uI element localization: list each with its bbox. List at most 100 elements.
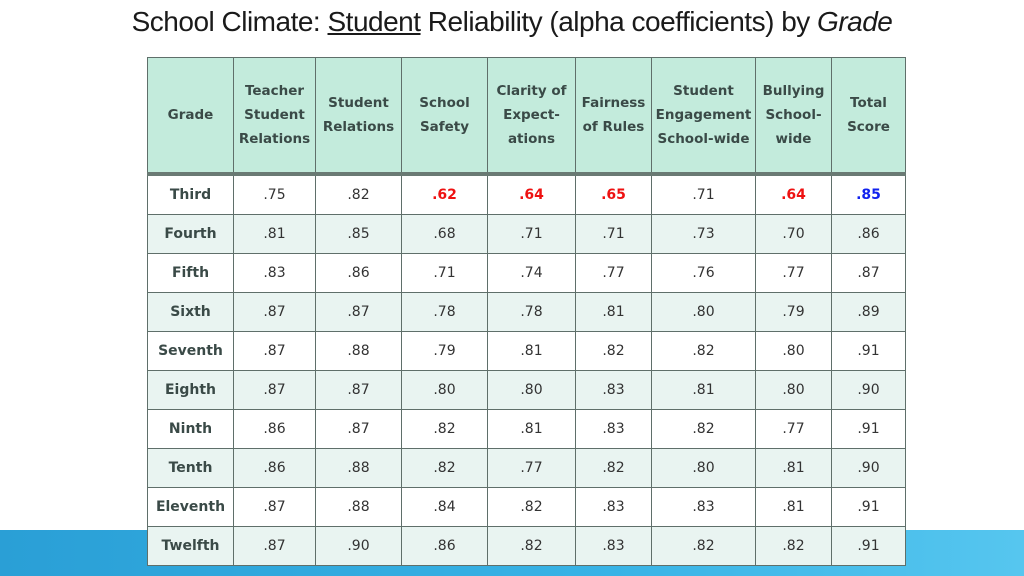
column-header-line: Total [850, 95, 887, 111]
value-cell: .77 [487, 448, 576, 488]
value-cell: .82 [401, 409, 488, 449]
column-header: Total Score [831, 57, 906, 175]
value-cell: .90 [315, 526, 402, 566]
table-row: Eleventh .87.88.84.82.83.83.81.91 [147, 487, 906, 527]
value-cell: .91 [831, 409, 906, 449]
value-cell: .80 [755, 331, 832, 371]
column-header-line: Safety [419, 119, 470, 135]
value-cell: .77 [755, 409, 832, 449]
value-cell: .88 [315, 331, 402, 371]
column-header-line: Fairness [581, 95, 646, 111]
value-cell: .82 [575, 448, 652, 488]
column-header-line: School- [765, 107, 822, 123]
value-cell: .80 [401, 370, 488, 410]
value-cell: .64 [755, 172, 832, 215]
value-cell: .73 [651, 214, 756, 254]
value-cell: .79 [401, 331, 488, 371]
value-cell: .75 [233, 172, 316, 215]
table-row: Seventh .87.88.79.81.82.82.80.91 [147, 331, 906, 371]
column-header-line: Student [673, 83, 734, 99]
value-cell: .87 [315, 292, 402, 332]
value-cell: .80 [651, 448, 756, 488]
value-cell: .64 [487, 172, 576, 215]
value-cell: .70 [755, 214, 832, 254]
table-row: Fifth .83.86.71.74.77.76.77.87 [147, 253, 906, 293]
slide-title: School Climate: Student Reliability (alp… [0, 6, 1024, 38]
title-part-3: Reliability (alpha coefficients) by [420, 6, 818, 37]
value-cell: .65 [575, 172, 652, 215]
table-row: Twelfth .87.90.86.82.83.82.82.91 [147, 526, 906, 566]
value-cell: .91 [831, 526, 906, 566]
grade-cell: Twelfth [147, 526, 234, 566]
value-cell: .82 [315, 172, 402, 215]
column-header-line: wide [775, 131, 812, 147]
column-header: Teacher Student Relations [233, 57, 316, 175]
column-header-line: Relations [322, 119, 395, 135]
value-cell: .81 [651, 370, 756, 410]
value-cell: .82 [487, 526, 576, 566]
value-cell: .79 [755, 292, 832, 332]
value-cell: .83 [575, 487, 652, 527]
value-cell: .87 [315, 370, 402, 410]
value-cell: .81 [487, 331, 576, 371]
grade-cell: Third [147, 172, 234, 215]
value-cell: .82 [575, 331, 652, 371]
value-cell: .82 [487, 487, 576, 527]
column-header-line: Student [328, 95, 389, 111]
value-cell: .85 [831, 172, 906, 215]
column-header-line: of Rules [582, 119, 645, 135]
value-cell: .71 [487, 214, 576, 254]
value-cell: .81 [575, 292, 652, 332]
column-header: Clarity of Expect-ations [487, 57, 576, 175]
value-cell: .81 [233, 214, 316, 254]
value-cell: .71 [575, 214, 652, 254]
column-header-line: Score [847, 119, 890, 135]
column-header-line: Student [244, 107, 305, 123]
value-cell: .86 [831, 214, 906, 254]
value-cell: .88 [315, 448, 402, 488]
value-cell: .77 [755, 253, 832, 293]
value-cell: .82 [651, 409, 756, 449]
table-body: Third .75.82.62.64.65.71.64.85 Fourth .81.8… [147, 172, 906, 566]
grade-cell: Tenth [147, 448, 234, 488]
value-cell: .68 [401, 214, 488, 254]
grade-cell: Ninth [147, 409, 234, 449]
column-header: Bullying School-wide [755, 57, 832, 175]
column-header-line: School [419, 95, 470, 111]
grade-cell: Eighth [147, 370, 234, 410]
column-header-line: Teacher [244, 83, 305, 99]
table-row: Tenth .86.88.82.77.82.80.81.90 [147, 448, 906, 488]
value-cell: .90 [831, 448, 906, 488]
value-cell: .83 [233, 253, 316, 293]
value-cell: .78 [487, 292, 576, 332]
value-cell: .81 [487, 409, 576, 449]
value-cell: .87 [233, 487, 316, 527]
reliability-table: Grade Teacher Student Relations Student Relat… [147, 57, 906, 566]
value-cell: .80 [487, 370, 576, 410]
value-cell: .80 [651, 292, 756, 332]
value-cell: .88 [315, 487, 402, 527]
value-cell: .81 [755, 448, 832, 488]
value-cell: .86 [233, 448, 316, 488]
value-cell: .74 [487, 253, 576, 293]
value-cell: .80 [755, 370, 832, 410]
value-cell: .83 [651, 487, 756, 527]
value-cell: .82 [755, 526, 832, 566]
value-cell: .87 [831, 253, 906, 293]
value-cell: .89 [831, 292, 906, 332]
value-cell: .71 [651, 172, 756, 215]
value-cell: .83 [575, 526, 652, 566]
value-cell: .81 [755, 487, 832, 527]
value-cell: .82 [651, 331, 756, 371]
value-cell: .90 [831, 370, 906, 410]
column-header-line: Grade [167, 107, 214, 123]
grade-cell: Fourth [147, 214, 234, 254]
value-cell: .91 [831, 487, 906, 527]
value-cell: .82 [651, 526, 756, 566]
title-part-2: Student [327, 6, 422, 37]
value-cell: .84 [401, 487, 488, 527]
value-cell: .83 [575, 370, 652, 410]
value-cell: .76 [651, 253, 756, 293]
column-header-line: Engagement [655, 107, 752, 123]
table-row: Eighth .87.87.80.80.83.81.80.90 [147, 370, 906, 410]
